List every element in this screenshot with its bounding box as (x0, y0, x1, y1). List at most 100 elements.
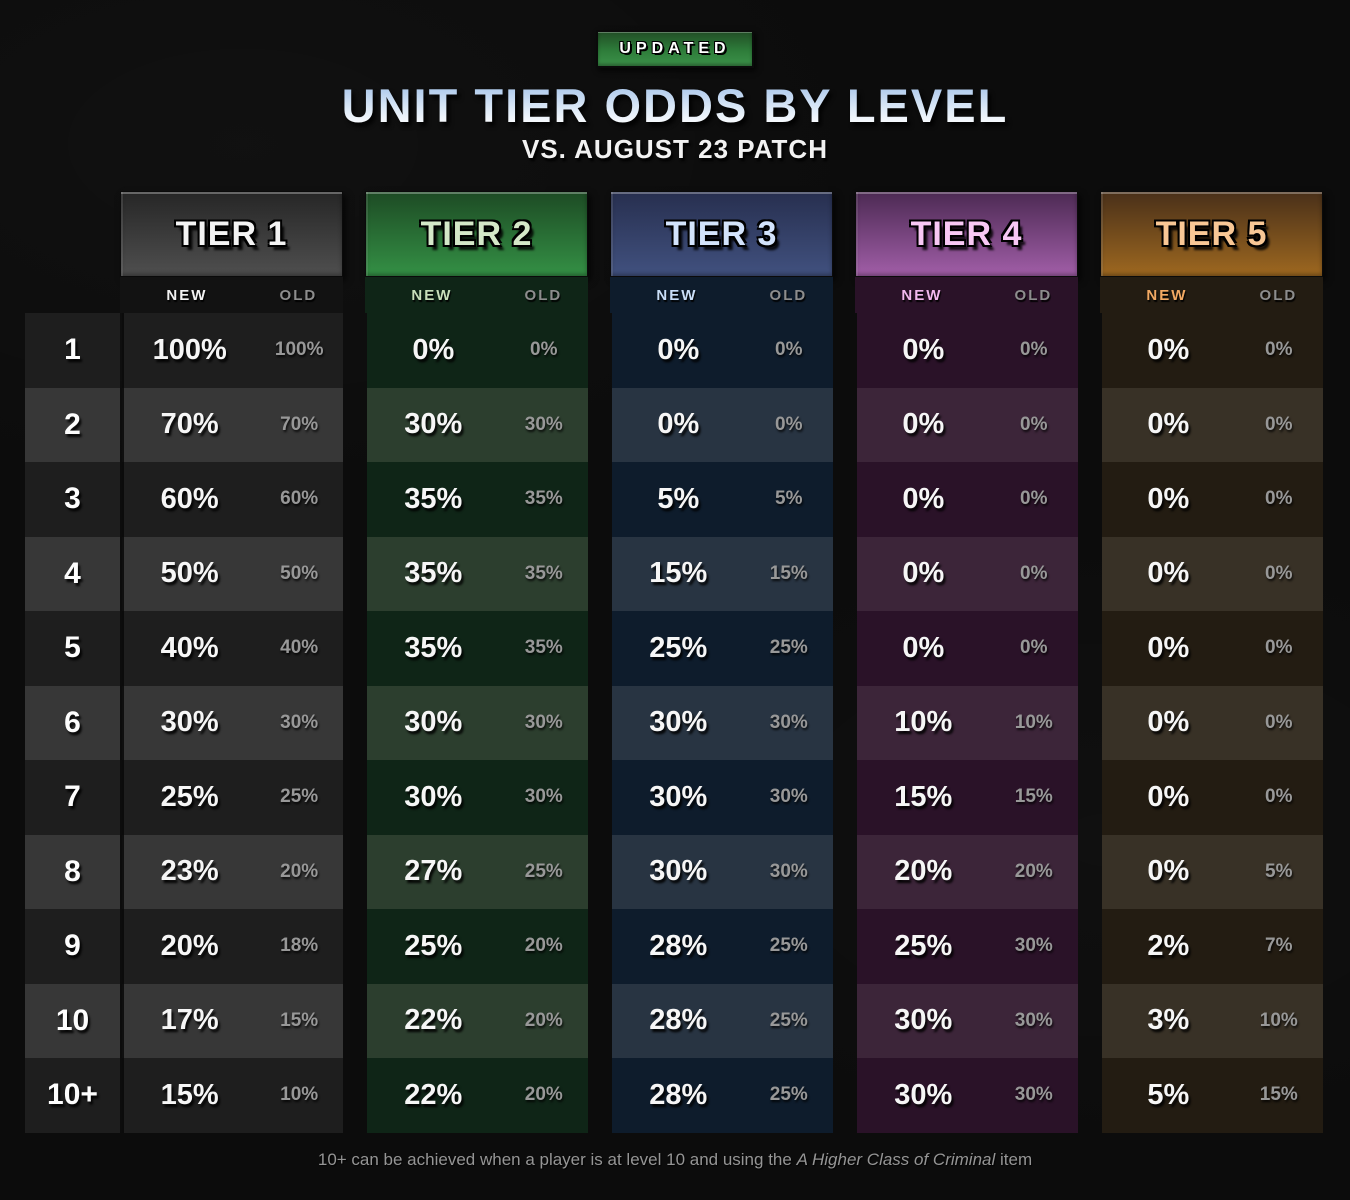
old-column-label: OLD (279, 286, 318, 304)
level-row: 5 (25, 611, 120, 686)
odds-row: 0% 0% (1102, 760, 1323, 835)
level-row: 7 (25, 760, 120, 835)
tier-column-5: TIER 5 NEW OLD 0% 0% 0% 0% 0% 0% 0% 0% 0% 0% 0% 0% 0% 0%… (1100, 191, 1323, 1133)
old-odds-value: 20% (524, 1084, 563, 1106)
odds-row: 0% 0% (612, 313, 833, 388)
old-odds-value: 0% (1265, 637, 1293, 659)
column-labels: NEW OLD (365, 277, 588, 313)
old-odds-value: 0% (1020, 562, 1048, 584)
old-column-label: OLD (524, 286, 563, 304)
odds-row: 70% 70% (122, 387, 343, 462)
new-odds-value: 40% (160, 631, 219, 664)
odds-row: 0% 0% (1102, 685, 1323, 760)
old-odds-value: 10% (1014, 711, 1053, 733)
level-row: 1 (25, 313, 120, 388)
level-label: 4 (64, 556, 81, 590)
level-label: 3 (64, 482, 81, 516)
old-odds-value: 25% (769, 1009, 808, 1031)
tier-rows: 0% 0% 0% 0% 0% 0% 0% 0% 0% 0% 10% 10% 15% 15% 20% 20% 25… (855, 313, 1078, 1133)
tier-rows: 0% 0% 30% 30% 35% 35% 35% 35% 35% 35% 30% 30% 30% 30%… (365, 313, 588, 1133)
tier-rows: 0% 0% 0% 0% 0% 0% 0% 0% 0% 0% 0% 0% 0% 0% 0% 5% 2% 7% 3% 10… (1100, 313, 1323, 1133)
level-column: 1 2 3 4 5 6 7 8 9 10 10+ (25, 191, 120, 1133)
old-odds-value: 25% (524, 860, 563, 882)
new-odds-value: 22% (404, 1004, 463, 1037)
new-odds-value: 0% (412, 333, 455, 366)
new-odds-value: 100% (152, 333, 227, 366)
tier-header-3: TIER 3 (610, 191, 833, 277)
new-odds-value: 15% (894, 780, 953, 813)
odds-row: 28% 25% (612, 909, 833, 984)
old-odds-value: 30% (769, 786, 808, 808)
new-odds-value: 0% (1147, 855, 1190, 888)
new-odds-value: 25% (404, 929, 463, 962)
odds-row: 5% 15% (1102, 1058, 1323, 1133)
old-odds-value: 10% (280, 1084, 319, 1106)
old-odds-value: 50% (280, 562, 319, 584)
tier-rows: 0% 0% 0% 0% 5% 5% 15% 15% 25% 25% 30% 30% 30% 30% 30% 3… (610, 313, 833, 1133)
odds-row: 60% 60% (122, 462, 343, 537)
new-odds-value: 0% (1147, 780, 1190, 813)
footnote-item-name: A Higher Class of Criminal (796, 1149, 996, 1169)
new-odds-value: 0% (1147, 631, 1190, 664)
new-odds-value: 22% (404, 1078, 463, 1111)
new-odds-value: 30% (649, 855, 708, 888)
old-odds-value: 0% (1265, 562, 1293, 584)
new-odds-value: 35% (404, 631, 463, 664)
new-odds-value: 5% (657, 482, 700, 515)
old-odds-value: 20% (524, 1009, 563, 1031)
level-label: 8 (64, 854, 81, 888)
footnote-suffix: item (995, 1149, 1033, 1169)
new-odds-value: 0% (902, 333, 945, 366)
old-odds-value: 60% (280, 488, 319, 510)
updated-badge: UPDATED (596, 30, 754, 68)
new-odds-value: 28% (649, 929, 708, 962)
odds-row: 20% 18% (122, 909, 343, 984)
level-column-spacer (25, 191, 120, 313)
old-odds-value: 30% (769, 860, 808, 882)
old-odds-value: 0% (1020, 488, 1048, 510)
tier-header-2: TIER 2 (365, 191, 588, 277)
odds-row: 30% 30% (612, 685, 833, 760)
new-odds-value: 0% (1147, 408, 1190, 441)
odds-row: 50% 50% (122, 536, 343, 611)
new-odds-value: 30% (404, 780, 463, 813)
footnote-prefix: 10+ can be achieved when a player is at … (317, 1149, 797, 1169)
new-odds-value: 60% (160, 482, 219, 515)
new-odds-value: 0% (1147, 706, 1190, 739)
page-subtitle: VS. AUGUST 23 PATCH (521, 134, 828, 164)
new-odds-value: 70% (160, 408, 219, 441)
odds-row: 5% 5% (612, 462, 833, 537)
new-odds-value: 28% (649, 1004, 708, 1037)
new-odds-value: 0% (902, 557, 945, 590)
old-odds-value: 0% (1265, 711, 1293, 733)
new-odds-value: 15% (160, 1078, 219, 1111)
old-odds-value: 0% (775, 339, 803, 361)
odds-row: 25% 25% (122, 760, 343, 835)
odds-row: 22% 20% (367, 1058, 588, 1133)
odds-row: 27% 25% (367, 834, 588, 909)
odds-row: 0% 0% (367, 313, 588, 388)
odds-row: 28% 25% (612, 1058, 833, 1133)
odds-row: 40% 40% (122, 611, 343, 686)
new-odds-value: 20% (894, 855, 953, 888)
column-labels: NEW OLD (1100, 277, 1323, 313)
old-odds-value: 25% (769, 935, 808, 957)
column-labels: NEW OLD (855, 277, 1078, 313)
tier-header-1: TIER 1 (120, 191, 343, 277)
old-odds-value: 5% (775, 488, 803, 510)
old-odds-value: 30% (769, 711, 808, 733)
old-odds-value: 30% (1014, 1084, 1053, 1106)
tier-column-1: TIER 1 NEW OLD 100% 100% 70% 70% 60% 60% 50% 50% 40… (120, 191, 343, 1133)
odds-row: 15% 10% (122, 1058, 343, 1133)
tier-column-3: TIER 3 NEW OLD 0% 0% 0% 0% 5% 5% 15% 15% 25% 25% 30% 3… (610, 191, 833, 1133)
new-odds-value: 0% (1147, 557, 1190, 590)
odds-row: 28% 25% (612, 983, 833, 1058)
new-odds-value: 10% (894, 706, 953, 739)
odds-row: 2% 7% (1102, 909, 1323, 984)
odds-row: 0% 0% (1102, 536, 1323, 611)
odds-row: 30% 30% (857, 1058, 1078, 1133)
footnote: 10+ can be achieved when a player is at … (0, 1150, 1350, 1170)
odds-row: 35% 35% (367, 536, 588, 611)
page-title: UNIT TIER ODDS BY LEVEL (0, 80, 1350, 132)
